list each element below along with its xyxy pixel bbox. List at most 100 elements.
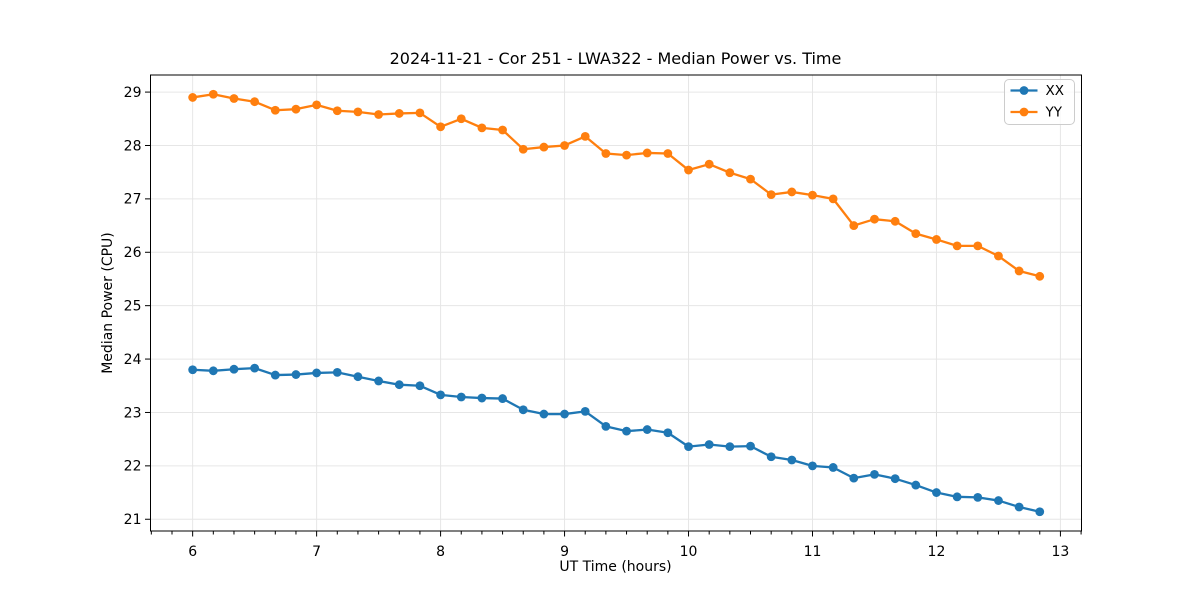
series-XX-marker [415, 381, 425, 391]
series-YY-marker [353, 107, 363, 117]
series-XX-marker [849, 473, 859, 483]
series-YY-marker [663, 149, 673, 158]
x-tick-label: 9 [560, 544, 569, 560]
y-tick-label: 22 [124, 459, 142, 475]
series-YY-marker [560, 141, 569, 150]
series-XX-marker [229, 364, 239, 374]
legend-box [1004, 79, 1075, 125]
series-XX-marker [890, 474, 900, 484]
legend: XX YY [1004, 79, 1075, 125]
series-YY-line [191, 93, 1041, 278]
series-YY [188, 89, 1045, 281]
series-YY-marker [642, 148, 652, 158]
series-XX-marker [188, 365, 198, 375]
series-XX-marker [870, 470, 879, 479]
legend-sample-marker-XX [1019, 86, 1029, 95]
series-YY-marker [870, 214, 879, 224]
y-tick-label: 25 [124, 298, 142, 314]
series-XX-marker [725, 442, 735, 452]
series-XX-marker [312, 368, 322, 378]
series-YY-marker [932, 235, 941, 244]
legend-label-YY: YY [1045, 105, 1063, 121]
series-YY-marker [601, 149, 611, 158]
series-YY-marker [1035, 271, 1045, 281]
x-tick-label: 7 [312, 544, 321, 560]
series-YY-marker [994, 251, 1003, 261]
series-YY-marker [725, 168, 735, 178]
series-YY-marker [849, 221, 859, 230]
series-YY-marker [787, 187, 797, 197]
series-YY-marker [766, 190, 776, 200]
series-XX-marker [787, 455, 797, 465]
series-YY-marker [498, 125, 507, 135]
legend-sample-marker-YY [1019, 107, 1029, 117]
series-YY-marker [539, 142, 549, 152]
series-XX-marker [746, 441, 755, 451]
series-YY-marker [911, 229, 921, 238]
series-YY-marker [808, 190, 817, 200]
series-YY-marker [477, 123, 487, 133]
series-XX-marker [601, 421, 611, 431]
series-YY-marker [622, 150, 631, 160]
series-XX-marker [208, 366, 218, 376]
series-YY-marker [332, 106, 342, 116]
series-XX-marker [1014, 502, 1024, 512]
series-XX-marker [498, 394, 507, 403]
series-XX-marker [518, 405, 528, 415]
series-XX-marker [436, 390, 445, 400]
series-XX-marker [622, 426, 631, 436]
series-XX-marker [291, 370, 301, 379]
y-tick-label: 26 [124, 245, 142, 261]
series-YY-marker [973, 241, 983, 251]
y-tick-label: 27 [124, 192, 142, 208]
plot-frame [150, 74, 1082, 532]
series-YY-marker [312, 100, 322, 110]
series-YY-marker [1014, 266, 1024, 276]
y-axis-ticks: 21 22 23 24 25 26 27 28 29 [124, 85, 151, 528]
series-XX-marker [642, 425, 652, 434]
series-XX-marker [250, 363, 260, 373]
x-tick-label: 12 [928, 544, 946, 560]
series-YY-marker [291, 104, 301, 114]
series-XX-marker [704, 440, 714, 449]
x-tick-label: 8 [436, 544, 445, 560]
x-tick-label: 13 [1052, 544, 1070, 560]
x-tick-label: 11 [804, 544, 822, 560]
series-XX-marker [973, 492, 983, 502]
series-XX-marker [353, 372, 363, 382]
series-YY-marker [436, 122, 445, 132]
series-XX-marker [828, 463, 838, 472]
series-XX-marker [332, 368, 342, 377]
series-YY-marker [828, 194, 838, 204]
series-XX-marker [808, 461, 817, 471]
series-YY-marker [746, 174, 755, 184]
series-XX-marker [394, 380, 404, 390]
series-XX-marker [539, 409, 549, 419]
series-YY-marker [270, 105, 280, 115]
series-XX-marker [456, 392, 466, 402]
series-XX-marker [270, 370, 280, 380]
series-XX-marker [952, 492, 962, 502]
series-XX [188, 363, 1045, 517]
series-YY-marker [518, 144, 528, 154]
series-YY-marker [580, 132, 590, 141]
series-YY-marker [456, 114, 466, 124]
series-YY-marker [250, 97, 260, 107]
series-XX-marker [477, 393, 487, 403]
y-tick-label: 29 [124, 85, 142, 101]
series-XX-marker [932, 488, 941, 497]
series-XX-marker [663, 428, 673, 438]
legend-label-XX: XX [1046, 83, 1065, 99]
series-XX-marker [684, 442, 693, 452]
series-XX-marker [994, 496, 1003, 505]
series-YY-marker [704, 159, 714, 169]
series-YY-marker [394, 109, 404, 118]
y-tick-label: 24 [124, 352, 142, 368]
series-XX-marker [1035, 507, 1045, 517]
x-tick-label: 10 [680, 544, 698, 560]
series-YY-marker [684, 165, 693, 175]
series-XX-line [191, 366, 1041, 513]
series-XX-marker [766, 452, 776, 462]
